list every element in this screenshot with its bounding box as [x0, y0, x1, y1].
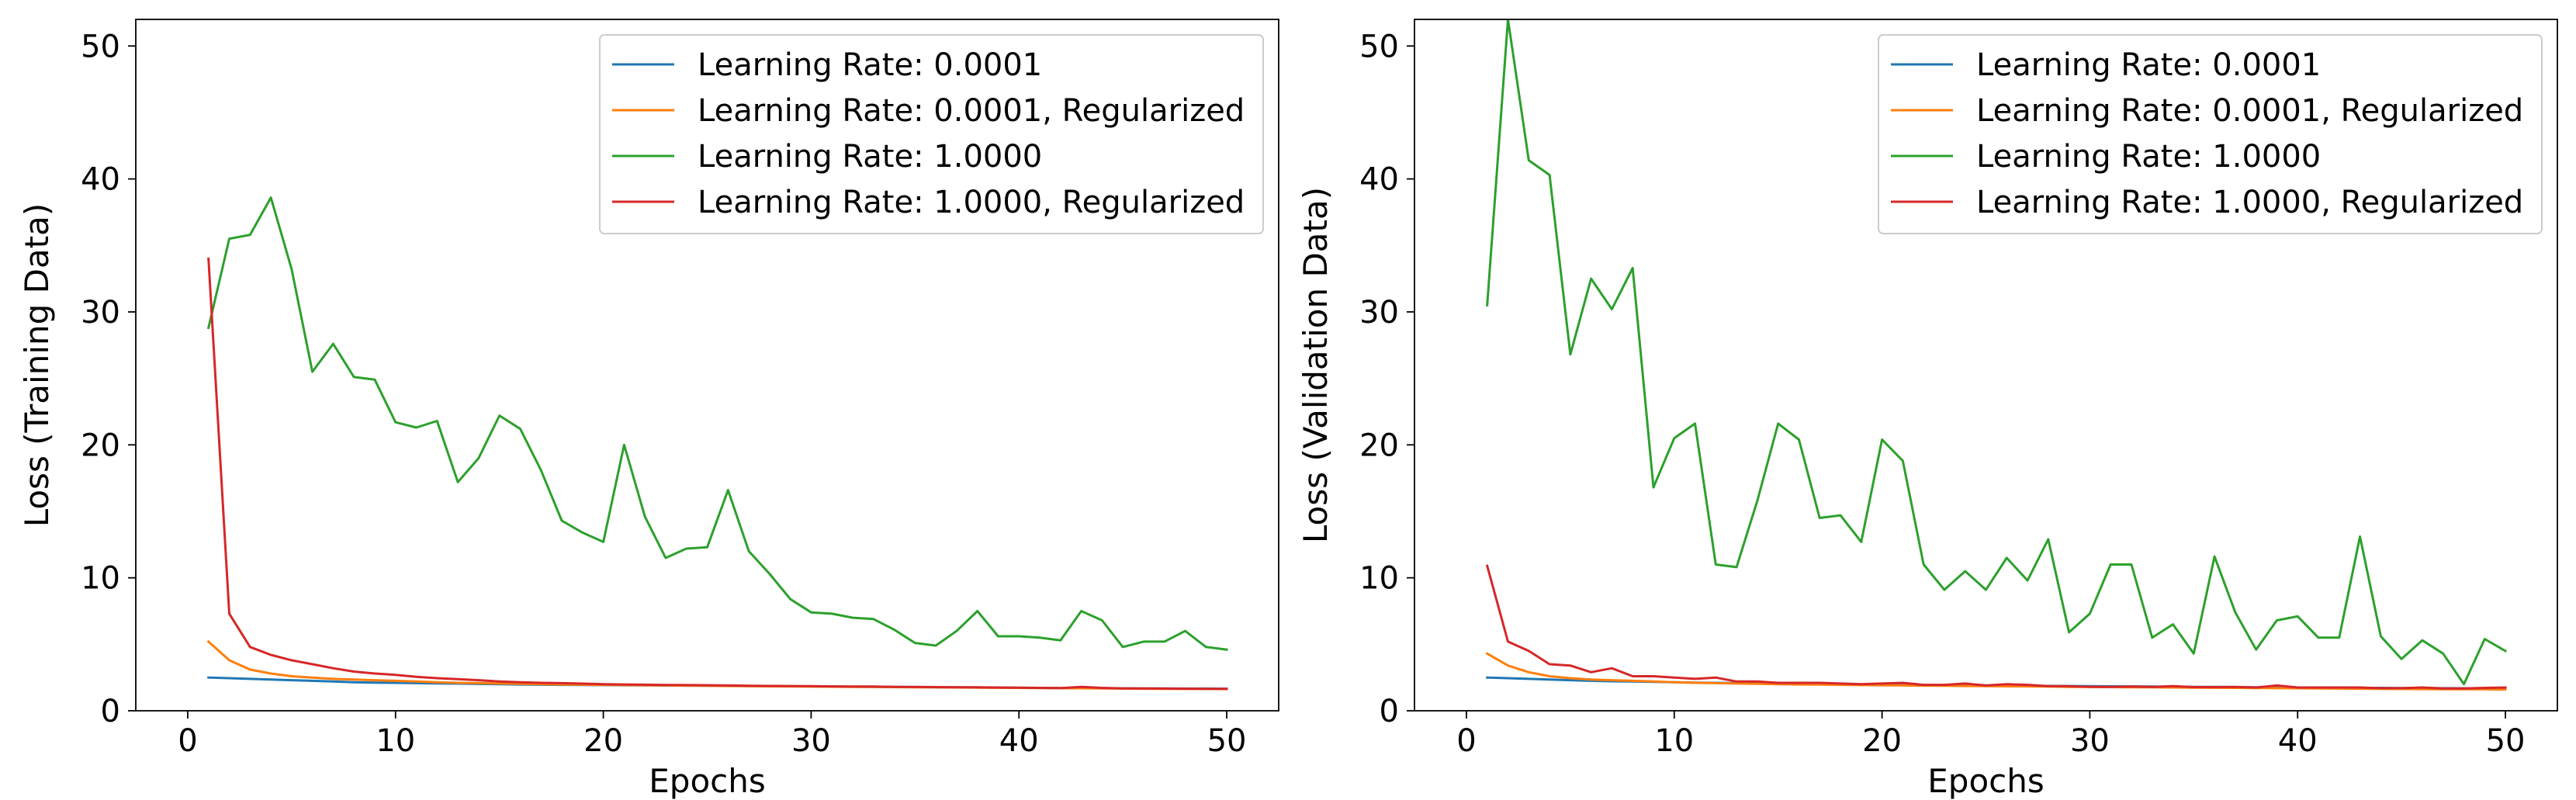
y-tick-label: 20: [81, 428, 120, 463]
legend-label: Learning Rate: 1.0000: [1976, 139, 2321, 175]
legend: Learning Rate: 0.0001 Learning Rate: 0.00…: [599, 34, 1264, 234]
legend-box: [1878, 34, 2543, 234]
axes-frame: [1414, 19, 2558, 712]
legend-item: Learning Rate: 1.0000, Regularized: [612, 185, 1245, 220]
y-tick-label: 10: [1359, 561, 1399, 597]
series-line-2: [1486, 19, 2508, 686]
legend-label: Learning Rate: 1.0000, Regularized: [1976, 185, 2523, 220]
chart-panel-validation: 0 10 20 30 40 50 0 10 20 30 40 50 Epochs Loss (Valida…: [1297, 19, 2558, 800]
y-tick-label: 20: [1359, 428, 1399, 463]
y-tick-label: 30: [1359, 295, 1399, 331]
y-tick-label: 0: [1380, 694, 1399, 729]
legend-item: Learning Rate: 1.0000: [612, 139, 1042, 175]
x-tick-label: 40: [999, 723, 1039, 759]
y-tick-label: 50: [81, 29, 120, 64]
legend-box: [599, 34, 1264, 234]
y-tick-label: 40: [1359, 162, 1399, 198]
x-tick-label: 30: [791, 723, 831, 759]
chart-panel-training: 0 10 20 30 40 50 0 10 20 30 40 50 Epochs Loss (Traini…: [18, 19, 1279, 800]
series-lines: [1485, 19, 2508, 691]
y-tick-label: 0: [101, 694, 120, 729]
legend-item: Learning Rate: 0.0001, Regularized: [612, 93, 1245, 129]
legend-item: Learning Rate: 0.0001: [612, 47, 1042, 83]
x-tick-label: 10: [1654, 723, 1694, 759]
x-axis-label: Epochs: [649, 762, 766, 800]
legend-label: Learning Rate: 0.0001, Regularized: [698, 93, 1245, 129]
series-line-3: [1485, 564, 2507, 690]
legend-label: Learning Rate: 0.0001: [698, 47, 1042, 83]
x-tick-label: 0: [1456, 723, 1476, 759]
y-tick-label: 50: [1359, 29, 1399, 64]
y-tick-label: 10: [81, 561, 120, 597]
legend-label: Learning Rate: 1.0000, Regularized: [698, 185, 1245, 220]
legend-label: Learning Rate: 0.0001, Regularized: [1976, 93, 2523, 129]
x-tick-label: 50: [1207, 723, 1247, 759]
legend: Learning Rate: 0.0001 Learning Rate: 0.00…: [1878, 34, 2543, 234]
series-line-3: [207, 257, 1228, 691]
x-tick-label: 30: [2070, 723, 2110, 759]
y-axis-label: Loss (Validation Data): [1297, 187, 1335, 543]
x-axis-label: Epochs: [1927, 762, 2045, 800]
legend-label: Learning Rate: 0.0001: [1976, 47, 2321, 83]
x-tick-label: 50: [2486, 723, 2526, 759]
legend-item: Learning Rate: 0.0001: [1891, 47, 2321, 83]
x-tick-label: 20: [1862, 723, 1902, 759]
legend-item: Learning Rate: 1.0000: [1891, 139, 2321, 175]
legend-item: Learning Rate: 1.0000, Regularized: [1891, 185, 2523, 220]
legend-item: Learning Rate: 0.0001, Regularized: [1891, 93, 2523, 129]
x-tick-label: 20: [583, 723, 623, 759]
y-tick-label: 30: [81, 295, 120, 331]
series-lines: [206, 196, 1228, 691]
x-tick-label: 0: [178, 723, 197, 759]
x-tick-label: 40: [2278, 723, 2318, 759]
legend-label: Learning Rate: 1.0000: [698, 139, 1042, 175]
axes-frame: [135, 19, 1279, 712]
y-axis-label: Loss (Training Data): [18, 203, 56, 528]
series-line-2: [206, 196, 1228, 651]
y-tick-label: 40: [81, 162, 120, 198]
x-tick-label: 10: [376, 723, 415, 759]
